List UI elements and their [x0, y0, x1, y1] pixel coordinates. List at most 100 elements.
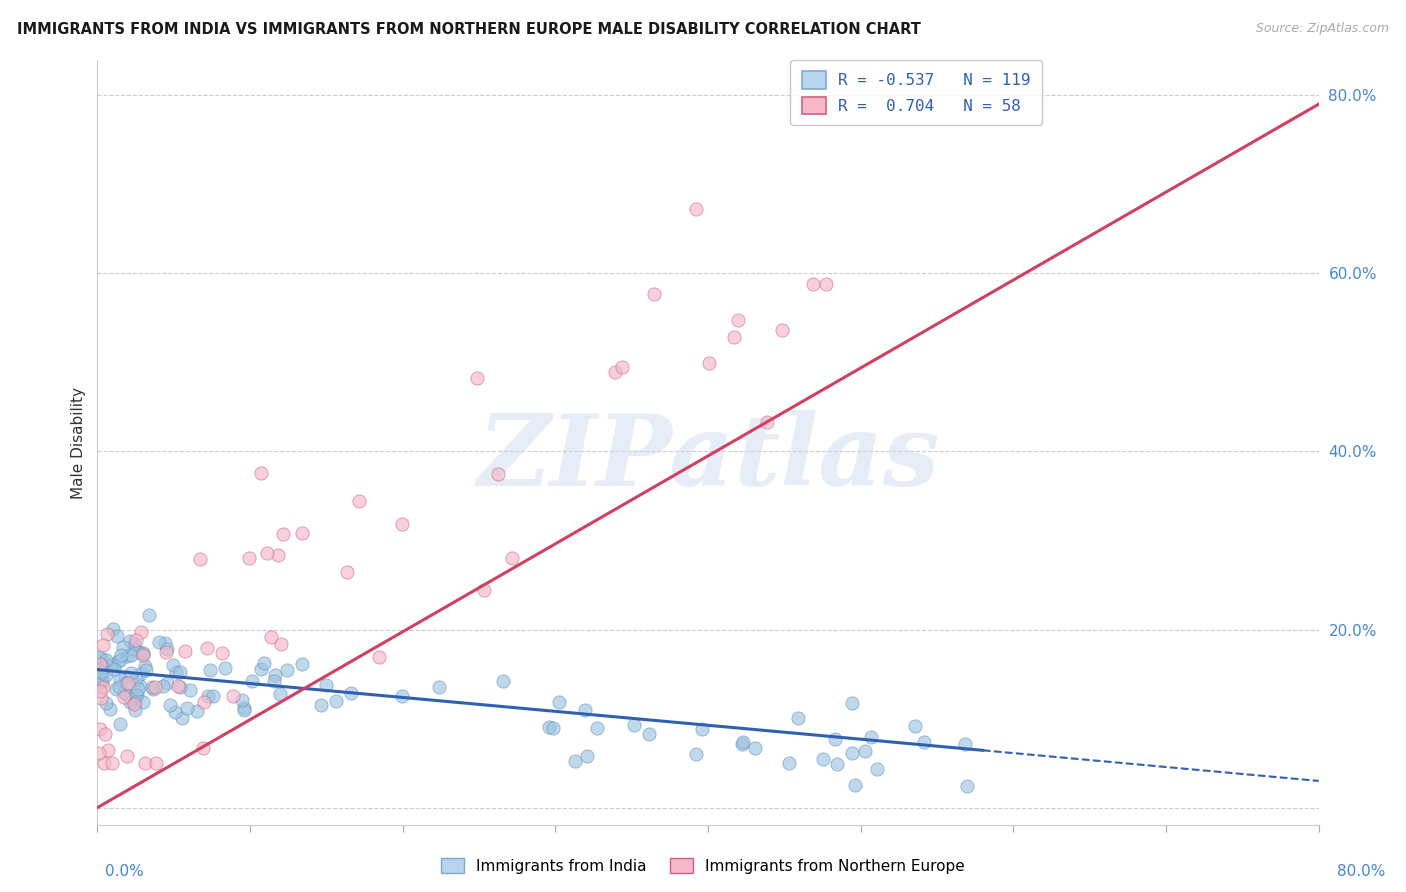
Point: [731, 737, 754, 751]
Point: [912, 735, 935, 749]
Point: [122, 636, 145, 650]
Point: [117, 676, 139, 690]
Point: [953, 737, 976, 751]
Point: [131, 695, 153, 709]
Point: [685, 202, 707, 217]
Point: [853, 744, 876, 758]
Point: [90, 691, 112, 706]
Point: [610, 360, 633, 375]
Point: [101, 659, 124, 673]
Point: [103, 662, 125, 676]
Point: [240, 674, 263, 689]
Point: [166, 679, 188, 693]
Point: [427, 680, 450, 694]
Point: [191, 741, 214, 756]
Point: [391, 517, 413, 532]
Point: [827, 756, 849, 771]
Point: [263, 667, 285, 681]
Point: [94, 726, 117, 740]
Point: [349, 494, 371, 508]
Point: [100, 657, 122, 672]
Point: [841, 746, 863, 760]
Point: [697, 356, 720, 370]
Point: [501, 551, 523, 566]
Point: [172, 711, 194, 725]
Point: [315, 678, 337, 692]
Point: [105, 629, 128, 643]
Point: [94, 696, 117, 710]
Point: [263, 674, 285, 689]
Text: 0.0%: 0.0%: [105, 864, 145, 879]
Point: [269, 687, 291, 701]
Point: [125, 688, 148, 702]
Point: [755, 416, 778, 430]
Point: [145, 756, 167, 771]
Point: [107, 654, 129, 668]
Point: [124, 695, 146, 709]
Point: [813, 752, 835, 766]
Point: [122, 641, 145, 656]
Point: [128, 666, 150, 681]
Point: [904, 719, 927, 733]
Point: [125, 689, 148, 703]
Point: [340, 685, 363, 699]
Point: [179, 683, 201, 698]
Point: [94, 668, 117, 682]
Point: [233, 701, 256, 715]
Point: [110, 648, 132, 663]
Point: [134, 659, 156, 673]
Y-axis label: Male Disability: Male Disability: [72, 386, 86, 499]
Text: IMMIGRANTS FROM INDIA VS IMMIGRANTS FROM NORTHERN EUROPE MALE DISABILITY CORRELA: IMMIGRANTS FROM INDIA VS IMMIGRANTS FROM…: [17, 22, 921, 37]
Point: [815, 277, 838, 292]
Point: [472, 582, 495, 597]
Point: [309, 698, 332, 713]
Point: [108, 681, 131, 695]
Text: Source: ZipAtlas.com: Source: ZipAtlas.com: [1256, 22, 1389, 36]
Point: [159, 698, 181, 712]
Point: [291, 657, 314, 671]
Point: [174, 644, 197, 658]
Point: [132, 646, 155, 660]
Point: [824, 731, 846, 746]
Point: [744, 741, 766, 756]
Point: [169, 665, 191, 679]
Point: [96, 627, 118, 641]
Point: [124, 702, 146, 716]
Point: [368, 650, 391, 665]
Point: [252, 656, 274, 670]
Point: [222, 689, 245, 703]
Point: [211, 646, 233, 660]
Point: [91, 638, 114, 652]
Point: [270, 637, 292, 651]
Point: [87, 650, 110, 665]
Point: [486, 467, 509, 481]
Point: [128, 645, 150, 659]
Point: [124, 697, 146, 711]
Point: [198, 663, 221, 677]
Point: [125, 633, 148, 648]
Point: [120, 633, 142, 648]
Point: [186, 704, 208, 718]
Point: [197, 689, 219, 703]
Point: [108, 653, 131, 667]
Point: [103, 622, 125, 636]
Point: [89, 684, 111, 698]
Point: [156, 676, 179, 690]
Point: [603, 365, 626, 379]
Point: [690, 722, 713, 736]
Point: [685, 747, 707, 762]
Point: [120, 648, 142, 662]
Point: [134, 756, 156, 771]
Point: [541, 722, 564, 736]
Point: [271, 527, 294, 541]
Point: [844, 779, 866, 793]
Point: [492, 673, 515, 688]
Point: [778, 756, 800, 770]
Point: [232, 703, 254, 717]
Point: [90, 652, 112, 666]
Point: [231, 693, 253, 707]
Point: [143, 680, 166, 694]
Point: [108, 717, 131, 731]
Point: [96, 653, 118, 667]
Point: [114, 675, 136, 690]
